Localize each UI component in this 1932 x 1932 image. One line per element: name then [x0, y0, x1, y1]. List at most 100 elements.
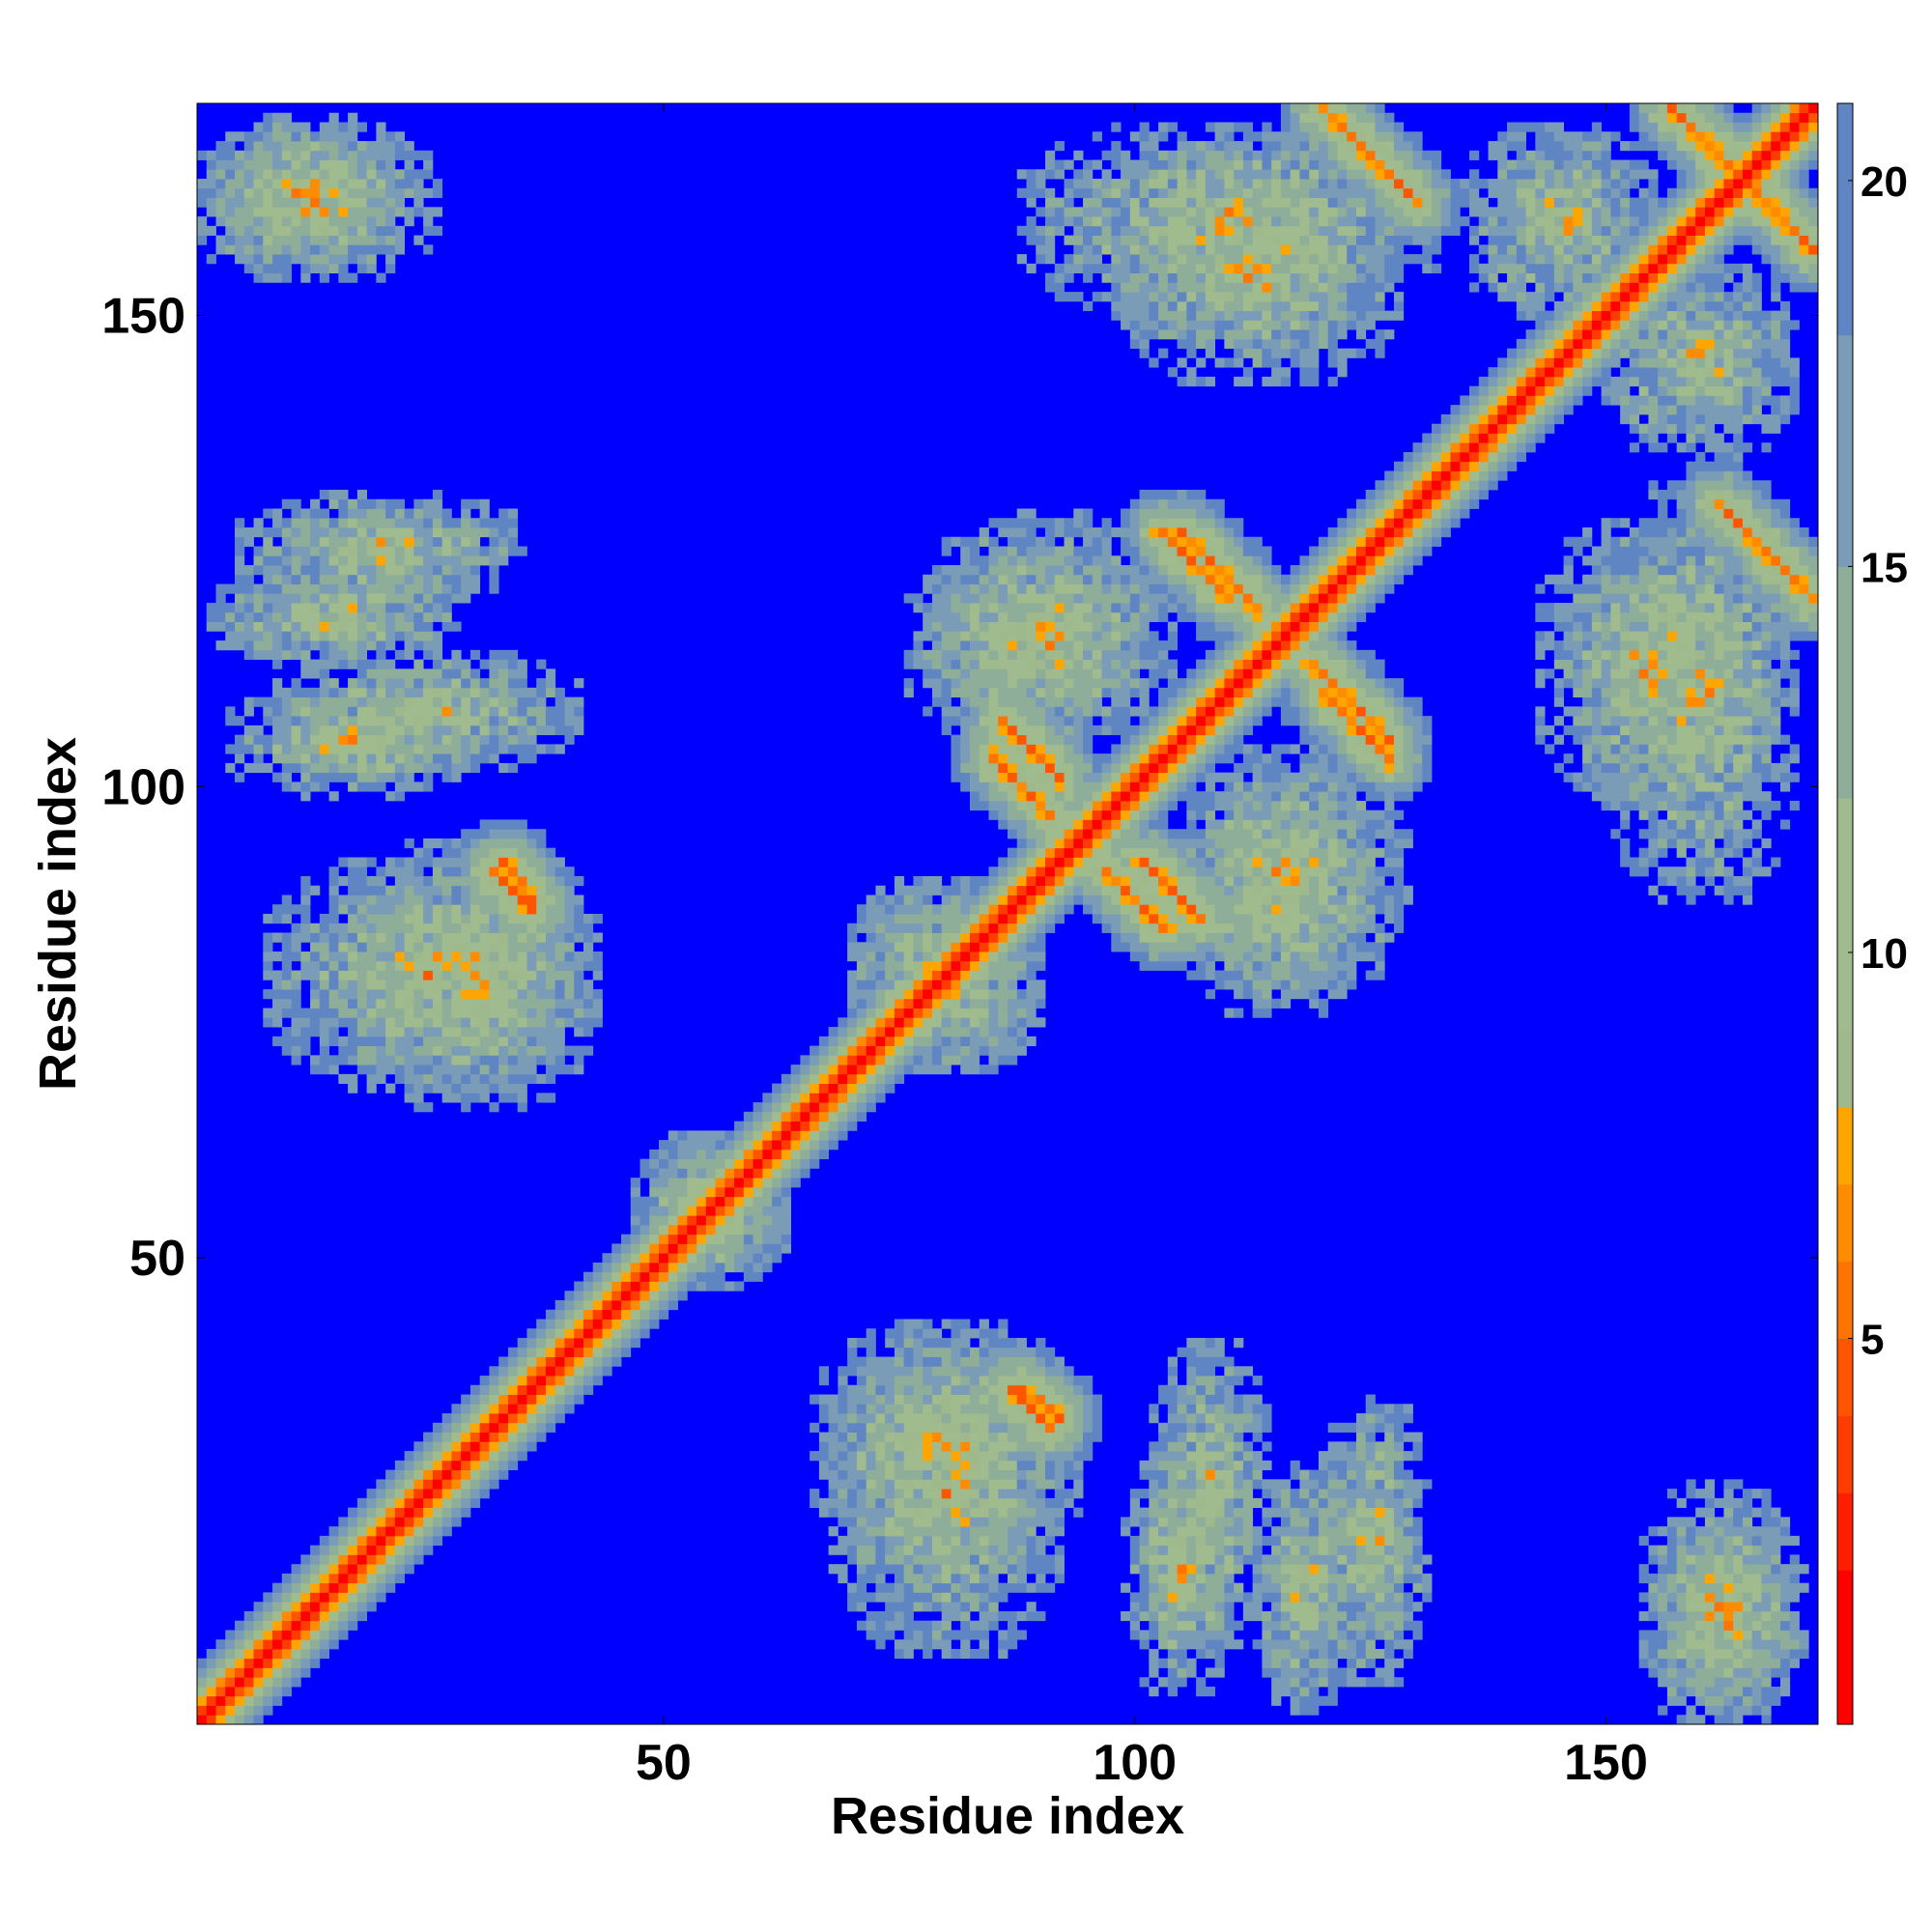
heatmap-cell-run — [507, 1027, 519, 1037]
heatmap-cell-run — [1177, 867, 1197, 877]
heatmap-cell-run — [498, 1422, 509, 1433]
heatmap-cell-run — [1064, 1460, 1074, 1470]
heatmap-cell-run — [423, 1441, 434, 1452]
heatmap-cell-run — [885, 1413, 895, 1424]
heatmap-cell-run — [800, 1168, 810, 1179]
heatmap-cell-run — [630, 1299, 640, 1311]
heatmap-cell-run — [356, 932, 368, 943]
heatmap-cell-run — [1365, 838, 1376, 849]
heatmap-cell-run — [913, 952, 923, 962]
heatmap-cell-run — [875, 1404, 886, 1414]
heatmap-cell-run — [1262, 857, 1272, 867]
heatmap-cell-run — [1309, 1564, 1320, 1575]
heatmap-cell-run — [960, 678, 1009, 689]
heatmap-cell-run — [1318, 1602, 1329, 1612]
heatmap-cell-run — [856, 1441, 867, 1452]
heatmap-cell-run — [923, 1394, 933, 1405]
heatmap-cell-run — [281, 1592, 292, 1603]
heatmap-cell-run — [376, 998, 386, 1009]
heatmap-cell-run — [1393, 1460, 1405, 1470]
heatmap-cell-run — [1629, 867, 1649, 877]
heatmap-cell-run — [461, 1432, 471, 1442]
heatmap-cell-run — [1008, 810, 1027, 820]
heatmap-cell-run — [800, 1121, 810, 1131]
heatmap-cell-run — [969, 932, 980, 943]
heatmap-cell-run — [1214, 1422, 1225, 1433]
heatmap-cell-run — [1064, 1376, 1074, 1386]
heatmap-cell-run — [762, 1140, 773, 1151]
heatmap-cell-run — [1242, 857, 1254, 867]
heatmap-cell-run — [1337, 885, 1348, 895]
heatmap-cell-run — [659, 1281, 669, 1292]
heatmap-cell-run — [1648, 1526, 1659, 1537]
heatmap-cell-run — [423, 1469, 434, 1480]
heatmap-cell-run — [1761, 753, 1772, 764]
heatmap-cell-run — [394, 716, 406, 726]
heatmap-cell-run — [1101, 687, 1112, 698]
heatmap-cell-run — [394, 1497, 406, 1509]
heatmap-cell-run — [1252, 989, 1263, 1000]
heatmap-cell-run — [960, 1036, 971, 1046]
heatmap-cell-run — [951, 1507, 961, 1518]
heatmap-cell-run — [1327, 1469, 1338, 1480]
heatmap-cell-run — [960, 1526, 971, 1537]
heatmap-cell-run — [1280, 772, 1310, 782]
heatmap-cell-run — [875, 1008, 886, 1018]
heatmap-cell-run — [885, 932, 905, 943]
heatmap-cell-run — [404, 649, 414, 660]
heatmap-cell-run — [1214, 838, 1263, 849]
heatmap-cell-run — [1224, 1564, 1235, 1575]
heatmap-cell-run — [1733, 1667, 1753, 1678]
heatmap-cell-run — [479, 1036, 499, 1046]
heatmap-cell-run — [366, 1582, 377, 1593]
heatmap-cell-run — [291, 696, 311, 707]
heatmap-cell-run — [1365, 1582, 1395, 1593]
heatmap-cell-run — [1337, 1507, 1348, 1518]
heatmap-cell-run — [366, 932, 377, 943]
heatmap-cell-run — [1714, 734, 1753, 745]
heatmap-cell-run — [1733, 762, 1744, 774]
heatmap-cell-run — [1186, 696, 1197, 707]
heatmap-cell-run — [1573, 734, 1583, 745]
heatmap-cell-run — [1242, 1610, 1263, 1622]
heatmap-cell-run — [931, 1460, 943, 1470]
heatmap-cell-run — [328, 1564, 339, 1575]
heatmap-cell-run — [338, 762, 358, 774]
heatmap-cell-run — [1318, 668, 1329, 679]
heatmap-cell-run — [432, 1469, 443, 1480]
heatmap-cell-run — [1686, 1715, 1706, 1725]
heatmap-cell-run — [507, 1441, 519, 1452]
heatmap-cell-run — [469, 838, 481, 849]
heatmap-cell-run — [300, 706, 311, 717]
heatmap-cell-run — [1242, 1441, 1254, 1452]
heatmap-cell-run — [988, 904, 999, 915]
heatmap-cell-run — [263, 1658, 273, 1668]
heatmap-cell-run — [469, 1394, 481, 1405]
heatmap-cell-run — [960, 696, 971, 707]
heatmap-cell-run — [479, 1027, 490, 1037]
heatmap-cell-run — [866, 1610, 895, 1622]
heatmap-cell-run — [951, 678, 961, 689]
heatmap-cell-run — [988, 989, 1018, 1000]
heatmap-cell-run — [517, 895, 537, 905]
heatmap-cell-run — [1129, 1517, 1140, 1527]
heatmap-cell-run — [394, 1045, 414, 1056]
heatmap-cell-run — [621, 1319, 632, 1329]
heatmap-cell-run — [1262, 829, 1272, 839]
heatmap-cell-run — [536, 678, 547, 689]
heatmap-cell-run — [1262, 942, 1272, 952]
heatmap-cell-run — [885, 1441, 895, 1452]
heatmap-cell-run — [885, 1045, 895, 1056]
heatmap-cell-run — [1242, 1451, 1254, 1462]
heatmap-cell-run — [1234, 885, 1244, 895]
heatmap-cell-run — [319, 640, 329, 651]
heatmap-cell-run — [461, 867, 471, 877]
heatmap-cell-run — [1620, 659, 1640, 669]
heatmap-cell-run — [1016, 1008, 1027, 1018]
heatmap-cell-run — [1262, 960, 1272, 971]
heatmap-cell-run — [1196, 1535, 1207, 1547]
heatmap-cell-run — [281, 696, 292, 707]
heatmap-cell-run — [498, 744, 509, 754]
heatmap-cell-run — [1686, 1545, 1706, 1555]
heatmap-cell-run — [1375, 781, 1413, 792]
